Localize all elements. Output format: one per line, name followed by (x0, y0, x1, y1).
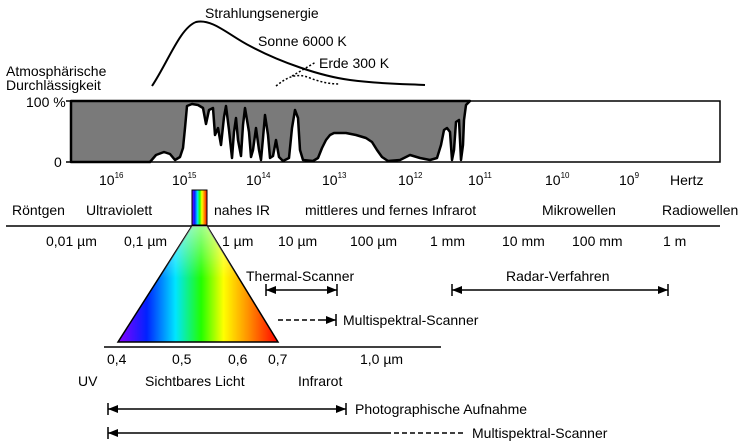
frequency-unit-label: Hertz (670, 172, 703, 188)
frequency-label-1e11: 1011 (468, 171, 492, 188)
infrared-label: Infrarot (298, 373, 342, 389)
band-microwave: Mikrowellen (542, 202, 616, 218)
frequency-axis: 1016 1015 1014 1013 1012 1011 1010 109 H… (99, 171, 703, 188)
band-ultraviolet: Ultraviolett (86, 202, 152, 218)
frequency-label-1e14: 1014 (246, 171, 271, 188)
band-near-ir: nahes IR (214, 202, 270, 218)
wavelength-label-0-01um: 0,01 µm (46, 233, 97, 249)
band-radio: Radiowellen (662, 202, 738, 218)
radar-arrow-left (452, 286, 462, 294)
atmospheric-transmission-chart: Atmosphärische Durchlässigkeit 100 % 0 (6, 63, 721, 170)
visible-tick-0-6: 0,6 (228, 351, 248, 367)
frequency-label-1e13: 1013 (322, 171, 347, 188)
atmosphere-title-line2: Durchlässigkeit (6, 77, 101, 93)
photo-arrow-left (108, 405, 118, 413)
band-xray: Röntgen (12, 202, 65, 218)
multispectral-ir-arrow (326, 316, 336, 324)
frequency-label-1e16: 1016 (99, 171, 124, 188)
bottom-ranges: Photographische Aufnahme Multispektral-S… (107, 401, 608, 441)
earth-energy-curve (275, 74, 341, 87)
multispectral-ir-label: Multispektral-Scanner (343, 312, 479, 328)
sun-curve-label: Sonne 6000 K (258, 33, 347, 49)
energy-title: Strahlungsenergie (205, 5, 319, 21)
radar-label: Radar-Verfahren (506, 268, 610, 284)
frequency-label-1e9: 109 (619, 171, 640, 188)
earth-curve-label: Erde 300 K (319, 55, 390, 71)
multispectral-arrow-left (108, 429, 118, 437)
visible-axis: 0,4 0,5 0,6 0,7 1,0 µm UV Sichtbares Lic… (78, 346, 441, 389)
wavelength-axis: 0,01 µm 0,1 µm 1 µm 10 µm 100 µm 1 mm 10… (6, 225, 720, 249)
axis-label-100-percent: 100 % (26, 94, 66, 110)
frequency-label-1e12: 1012 (398, 171, 423, 188)
visible-tick-0-4: 0,4 (107, 351, 127, 367)
frequency-label-1e15: 1015 (172, 171, 197, 188)
wavelength-label-1um: 1 µm (222, 233, 253, 249)
axis-label-zero: 0 (54, 154, 62, 170)
wavelength-label-1mm: 1 mm (430, 233, 465, 249)
visible-spectrum-strip (191, 189, 208, 226)
wavelength-label-100mm: 100 mm (572, 233, 623, 249)
radar-arrow-right (658, 286, 668, 294)
wavelength-label-0-1um: 0,1 µm (124, 233, 167, 249)
thermal-arrow-right (327, 286, 337, 294)
band-mid-far-ir: mittleres und fernes Infrarot (305, 202, 476, 218)
sensor-ranges: Thermal-Scanner Radar-Verfahren Multispe… (246, 268, 669, 328)
visible-tick-0-5: 0,5 (172, 351, 192, 367)
wavelength-label-1m: 1 m (663, 233, 686, 249)
earth-label-leader (291, 61, 317, 77)
visible-tick-1-0um: 1,0 µm (360, 351, 403, 367)
wavelength-label-10um: 10 µm (278, 233, 317, 249)
uv-label: UV (78, 373, 98, 389)
visible-tick-0-7: 0,7 (268, 351, 288, 367)
wavelength-label-10mm: 10 mm (502, 233, 545, 249)
visible-light-label: Sichtbares Licht (145, 373, 245, 389)
spectral-bands: Röntgen Ultraviolett nahes IR mittleres … (12, 202, 738, 218)
atmosphere-title-line1: Atmosphärische (6, 63, 107, 79)
thermal-scanner-label: Thermal-Scanner (246, 268, 354, 284)
photo-arrow-right (336, 405, 346, 413)
wavelength-label-100um: 100 µm (350, 233, 397, 249)
photo-label: Photographische Aufnahme (355, 401, 527, 417)
absorption-area (69, 99, 472, 164)
sun-energy-curve (151, 20, 426, 87)
frequency-label-1e10: 1010 (545, 171, 570, 188)
radiation-energy-curves: Strahlungsenergie Sonne 6000 K Erde 300 … (151, 5, 426, 87)
multispectral-label: Multispektral-Scanner (472, 425, 608, 441)
visible-light-wedge-highlight (118, 226, 278, 342)
thermal-arrow-left (266, 286, 276, 294)
